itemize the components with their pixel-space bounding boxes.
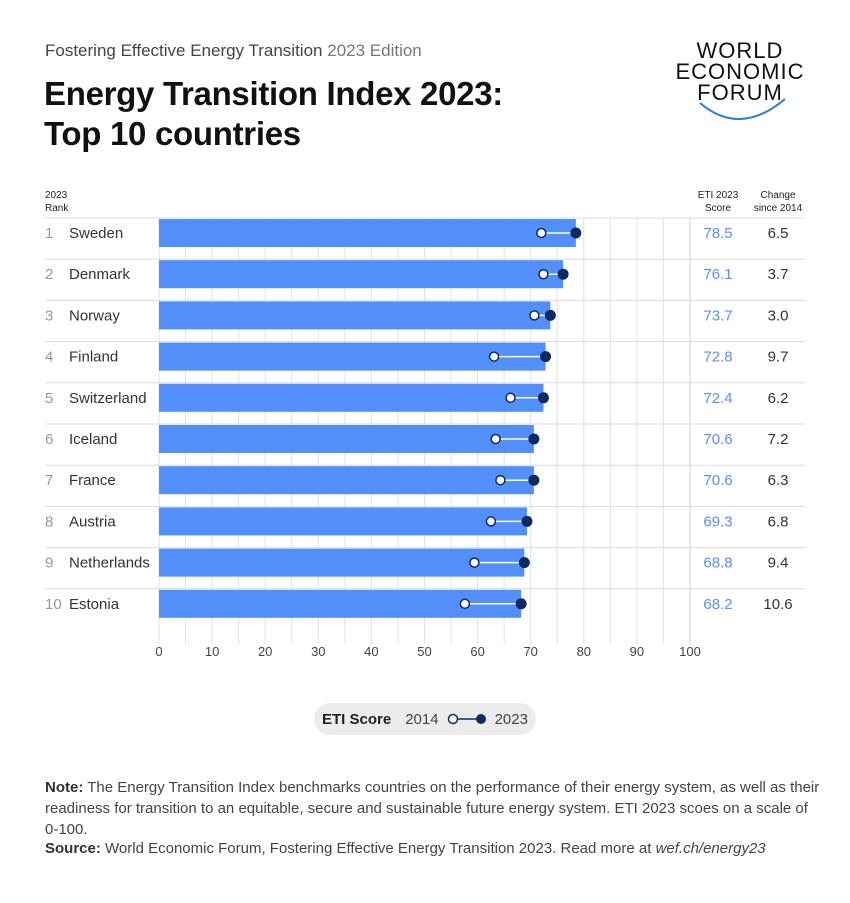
dot-2014 xyxy=(485,516,497,527)
country-label: Estonia xyxy=(69,596,120,613)
x-tick-label: 80 xyxy=(577,644,591,659)
dot-2023 xyxy=(515,598,527,610)
rank-label: 5 xyxy=(45,390,53,407)
bar-france xyxy=(159,466,534,495)
country-label: Netherlands xyxy=(69,555,150,572)
score-label: 68.2 xyxy=(703,596,732,613)
rank-label: 9 xyxy=(45,555,53,572)
change-label: 6.5 xyxy=(768,225,789,242)
country-label: Iceland xyxy=(69,431,117,448)
dot-2023 xyxy=(557,268,569,280)
rank-label: 4 xyxy=(45,349,53,366)
score-label: 72.4 xyxy=(703,390,732,407)
change-label: 9.7 xyxy=(768,349,789,366)
dot-2023 xyxy=(518,557,530,569)
rank-label: 10 xyxy=(45,596,62,613)
bar-norway xyxy=(159,301,551,330)
change-label: 3.7 xyxy=(768,266,789,283)
score-label: 68.8 xyxy=(703,555,732,572)
rank-header: 2023 Rank xyxy=(45,190,69,214)
rank-label: 2 xyxy=(45,266,53,283)
dot-2023 xyxy=(544,309,556,321)
x-tick-label: 30 xyxy=(311,644,325,659)
dot-2023 xyxy=(537,392,549,404)
legend-dumbbell-icon xyxy=(447,713,486,725)
x-tick-label: 70 xyxy=(523,644,537,659)
change-label: 6.3 xyxy=(768,472,789,489)
change-label: 7.2 xyxy=(768,431,789,448)
x-tick-label: 10 xyxy=(205,644,219,659)
dot-2014 xyxy=(490,433,501,445)
x-tick-label: 40 xyxy=(364,644,378,659)
rank-label: 6 xyxy=(45,431,53,448)
source: Source: World Economic Forum, Fostering … xyxy=(45,840,766,857)
bar-finland xyxy=(159,342,546,371)
change-label: 9.4 xyxy=(768,555,789,572)
bar-iceland xyxy=(159,425,534,453)
x-tick-label: 100 xyxy=(679,644,701,659)
country-label: Finland xyxy=(69,349,118,366)
country-label: Switzerland xyxy=(69,390,147,407)
subtitle: Fostering Effective Energy Transition 20… xyxy=(45,41,422,60)
rank-label: 3 xyxy=(45,307,53,324)
bar-switzerland xyxy=(159,383,544,412)
bar-austria xyxy=(159,507,527,536)
rank-label: 8 xyxy=(45,513,53,530)
country-label: Norway xyxy=(69,307,120,324)
dot-2023 xyxy=(570,227,582,239)
chart: 1 Sweden 78.5 6.5 2 Denmark 76.1 3.7 3 Norway 73.7… xyxy=(45,217,805,659)
score-label: 70.6 xyxy=(703,472,732,489)
country-label: Austria xyxy=(69,513,116,530)
x-tick-label: 0 xyxy=(155,644,162,659)
bar-denmark xyxy=(159,260,564,289)
dot-2023 xyxy=(521,515,533,527)
rank-label: 7 xyxy=(45,472,53,489)
x-tick-label: 90 xyxy=(630,644,644,659)
x-tick-label: 50 xyxy=(417,644,431,659)
dot-2014 xyxy=(505,392,516,404)
page-title: Energy Transition Index 2023: Top 10 coun… xyxy=(44,75,503,152)
dot-2014 xyxy=(488,351,500,362)
dot-2014 xyxy=(529,310,540,321)
dot-2023 xyxy=(528,433,540,445)
rank-label: 1 xyxy=(45,225,53,242)
score-label: 70.6 xyxy=(703,431,732,448)
dot-2023 xyxy=(540,351,552,363)
score-header: ETI 2023 Score xyxy=(697,190,739,214)
bar-sweden xyxy=(159,219,576,247)
dot-2014 xyxy=(536,227,547,239)
change-label: 6.8 xyxy=(768,513,789,530)
score-label: 73.7 xyxy=(703,307,732,324)
legend: ETI Score 2014 2023 xyxy=(314,703,536,735)
x-tick-label: 20 xyxy=(258,644,272,659)
change-label: 10.6 xyxy=(763,596,792,613)
dot-2014 xyxy=(538,268,549,280)
dot-2023 xyxy=(528,474,540,486)
country-label: France xyxy=(69,472,116,489)
country-label: Sweden xyxy=(69,225,123,242)
change-label: 6.2 xyxy=(768,390,789,407)
note: Note: The Energy Transition Index benchm… xyxy=(45,779,820,838)
change-header: Change since 2014 xyxy=(753,190,803,214)
x-tick-label: 60 xyxy=(470,644,484,659)
country-label: Denmark xyxy=(69,266,130,283)
change-label: 3.0 xyxy=(768,307,789,324)
bar-netherlands xyxy=(159,548,525,577)
wef-logo: WORLD ECONOMIC FORUM xyxy=(665,40,815,127)
score-label: 69.3 xyxy=(703,513,732,530)
dot-2014 xyxy=(495,474,506,486)
dot-2014 xyxy=(469,557,480,568)
score-label: 72.8 xyxy=(703,349,732,366)
score-label: 78.5 xyxy=(703,225,732,242)
dot-2014 xyxy=(459,598,471,610)
score-label: 76.1 xyxy=(703,266,732,283)
